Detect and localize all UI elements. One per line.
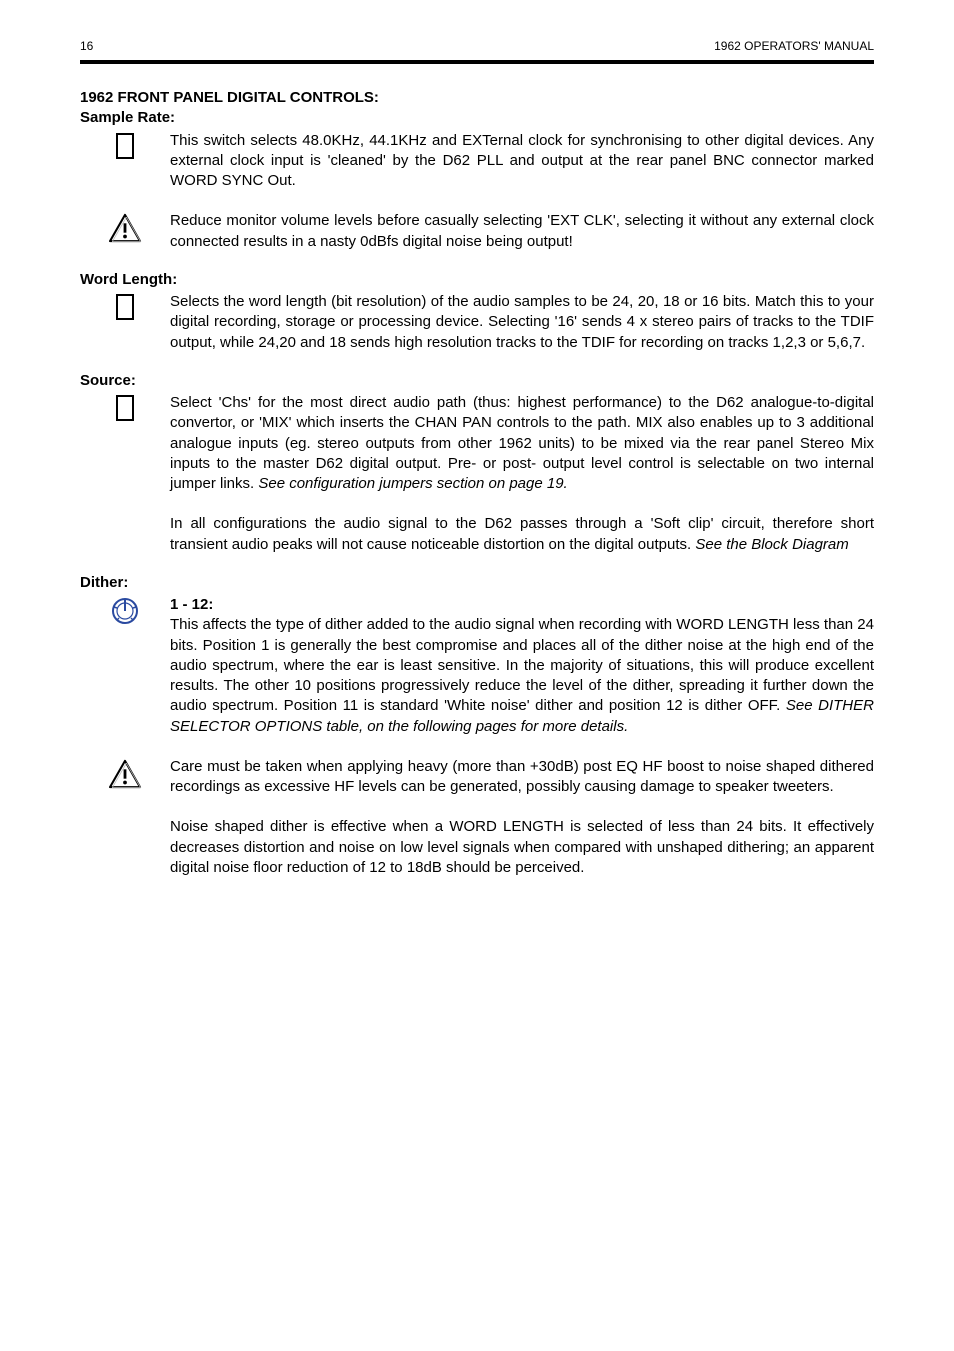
word-length-body: Selects the word length (bit resolution)… <box>170 292 874 353</box>
header-rule <box>80 60 874 64</box>
dither-row-2-gutter <box>80 817 170 819</box>
source-row-2-gutter <box>80 514 170 516</box>
sample-rate-label: Sample Rate: <box>80 108 874 128</box>
dither-warning-row: Care must be taken when applying heavy (… <box>80 757 874 798</box>
switch-icon <box>116 294 134 320</box>
sample-rate-icon-cell <box>80 131 170 159</box>
dither-label: Dither: <box>80 573 874 593</box>
source-row-2: In all configurations the audio signal t… <box>80 514 874 555</box>
dither-icon-cell <box>80 595 170 625</box>
sample-rate-warning-icon-cell <box>80 211 170 243</box>
word-length-row: Selects the word length (bit resolution)… <box>80 292 874 353</box>
word-length-label: Word Length: <box>80 270 874 290</box>
sample-rate-row: This switch selects 48.0KHz, 44.1KHz and… <box>80 131 874 192</box>
warning-icon <box>108 213 142 243</box>
section-title: 1962 FRONT PANEL DIGITAL CONTROLS: <box>80 88 874 108</box>
dither-warning: Care must be taken when applying heavy (… <box>170 757 874 798</box>
source-body-1-italic: See configuration jumpers section on pag… <box>258 475 567 492</box>
page: 16 1962 OPERATORS' MANUAL 1962 FRONT PAN… <box>0 0 954 1351</box>
dither-row-1: 1 - 12: This affects the type of dither … <box>80 595 874 737</box>
source-body-2-italic: See the Block Diagram <box>695 536 848 553</box>
dither-row-2: Noise shaped dither is effective when a … <box>80 817 874 878</box>
sample-rate-body: This switch selects 48.0KHz, 44.1KHz and… <box>170 131 874 192</box>
source-body-1: Select 'Chs' for the most direct audio p… <box>170 393 874 494</box>
switch-icon <box>116 395 134 421</box>
knob-icon <box>111 597 139 625</box>
source-body-2: In all configurations the audio signal t… <box>170 514 874 555</box>
source-row-1: Select 'Chs' for the most direct audio p… <box>80 393 874 494</box>
switch-icon <box>116 133 134 159</box>
dither-body-2: Noise shaped dither is effective when a … <box>170 817 874 878</box>
dither-warning-icon-cell <box>80 757 170 789</box>
page-header: 16 1962 OPERATORS' MANUAL <box>80 38 874 60</box>
source-label: Source: <box>80 371 874 391</box>
dither-body-1: 1 - 12: This affects the type of dither … <box>170 595 874 737</box>
sample-rate-warning-row: Reduce monitor volume levels before casu… <box>80 211 874 252</box>
word-length-icon-cell <box>80 292 170 320</box>
dither-body-1-text: This affects the type of dither added to… <box>170 616 874 714</box>
sample-rate-warning: Reduce monitor volume levels before casu… <box>170 211 874 252</box>
warning-icon <box>108 759 142 789</box>
doc-title: 1962 OPERATORS' MANUAL <box>714 38 874 54</box>
source-icon-cell <box>80 393 170 421</box>
page-number: 16 <box>80 38 93 54</box>
dither-range: 1 - 12: <box>170 595 874 615</box>
